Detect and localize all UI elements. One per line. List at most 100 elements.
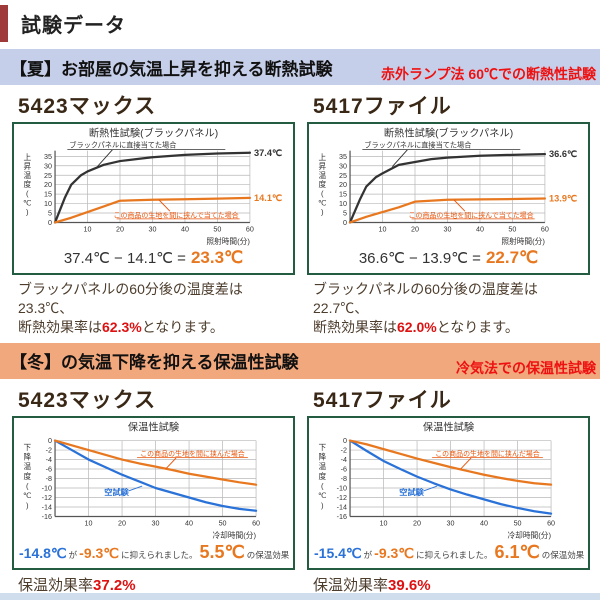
svg-text:-2: -2 xyxy=(341,446,347,454)
svg-text:60: 60 xyxy=(541,226,549,234)
svg-text:30: 30 xyxy=(44,162,52,170)
winter-row: 5423マックス 0 -2 -4 -6 -8 -10 -12 -14 -16 10 20 30 40 50… xyxy=(0,379,600,600)
svg-text:20: 20 xyxy=(44,181,52,189)
svg-text:0: 0 xyxy=(343,219,347,227)
svg-text:(: ( xyxy=(321,189,324,198)
summer-product-5423: 5423マックス 0 5 10 15 20 25 30 35 10 20 30 40 50 60 断熱性試験… xyxy=(12,87,295,337)
chart-box: 0 5 10 15 20 25 30 35 10 20 30 40 50 60 断熱性試験(ブラックパネル)… xyxy=(12,122,295,276)
svg-text:冷却時間(分): 冷却時間(分) xyxy=(508,530,552,540)
svg-text:-12: -12 xyxy=(42,494,52,502)
summer-header-text: 【夏】お部屋の気温上昇を抑える断熱試験 xyxy=(10,59,333,79)
svg-text:降: 降 xyxy=(23,451,31,461)
svg-text:): ) xyxy=(26,501,29,510)
svg-text:15: 15 xyxy=(339,191,347,199)
svg-text:30: 30 xyxy=(443,226,451,234)
svg-text:℃: ℃ xyxy=(318,491,327,500)
formula: 36.6℃ − 13.9℃ = 22.7℃ xyxy=(309,247,588,273)
retention-rate: 39.6% xyxy=(388,576,431,594)
chart-box: 0 -2 -4 -6 -8 -10 -12 -14 -16 10 20 30 40 50 60 保温性試験下降… xyxy=(12,415,295,570)
svg-text:度: 度 xyxy=(318,179,326,189)
svg-text:40: 40 xyxy=(181,226,189,234)
kept-temp: -9.3℃ xyxy=(79,544,120,561)
svg-text:上: 上 xyxy=(23,153,31,162)
svg-text:20: 20 xyxy=(339,181,347,189)
svg-text:℃: ℃ xyxy=(23,491,32,500)
svg-text:50: 50 xyxy=(213,226,221,234)
svg-text:-14: -14 xyxy=(42,503,52,511)
next-section-edge xyxy=(0,593,600,600)
svg-text:): ) xyxy=(321,207,324,216)
svg-text:(: ( xyxy=(321,481,324,490)
svg-text:空試験: 空試験 xyxy=(104,487,129,497)
formula: -15.4℃ が -9.3℃ に抑えられました。 6.1℃ の保温効果 xyxy=(314,541,585,562)
svg-text:(: ( xyxy=(26,189,29,198)
retention-rate-line: 保温効果率37.2% xyxy=(18,576,136,594)
svg-text:-16: -16 xyxy=(42,513,52,521)
svg-text:度: 度 xyxy=(318,471,326,481)
svg-text:下: 下 xyxy=(318,443,326,452)
svg-text:-16: -16 xyxy=(337,513,347,521)
svg-text:断熱性試験(ブラックパネル): 断熱性試験(ブラックパネル) xyxy=(384,126,513,139)
svg-text:温: 温 xyxy=(318,171,326,180)
svg-text:40: 40 xyxy=(185,519,193,527)
svg-text:): ) xyxy=(26,207,29,216)
svg-text:30: 30 xyxy=(148,226,156,234)
svg-text:空試験: 空試験 xyxy=(399,487,424,497)
svg-text:この商品の生地を間に挟んだ場合: この商品の生地を間に挟んだ場合 xyxy=(435,449,540,458)
kept-temp: -9.3℃ xyxy=(374,544,415,561)
svg-text:上: 上 xyxy=(318,153,326,162)
svg-text:60: 60 xyxy=(246,226,254,234)
svg-text:ブラックパネルに直接当てた場合: ブラックパネルに直接当てた場合 xyxy=(69,141,176,150)
svg-text:-12: -12 xyxy=(337,494,347,502)
product-title: 5423マックス xyxy=(18,388,157,412)
summer-header-note: 赤外ランプ法 60℃での断熱性試験 xyxy=(380,66,596,82)
effect-rate: 62.3% xyxy=(102,318,142,335)
svg-text:20: 20 xyxy=(413,519,421,527)
retention-rate: 37.2% xyxy=(93,576,136,594)
formula: 37.4℃ − 14.1℃ = 23.3℃ xyxy=(14,247,293,273)
svg-text:35: 35 xyxy=(44,153,52,161)
svg-text:この商品の生地を間に挟んで当てた場合: この商品の生地を間に挟んで当てた場合 xyxy=(409,210,534,219)
svg-text:冷却時間(分): 冷却時間(分) xyxy=(213,530,257,540)
cold-temp: -14.8℃ xyxy=(19,544,67,561)
svg-text:ブラックパネルに直接当てた場合: ブラックパネルに直接当てた場合 xyxy=(364,141,471,150)
svg-text:30: 30 xyxy=(152,519,160,527)
svg-text:30: 30 xyxy=(447,519,455,527)
svg-text:25: 25 xyxy=(339,172,347,180)
product-title: 5417ファイル xyxy=(313,95,452,118)
svg-text:保温性試験: 保温性試験 xyxy=(128,420,180,433)
summer-section-header: 【夏】お部屋の気温上昇を抑える断熱試験 赤外ランプ法 60℃での断熱性試験 xyxy=(0,49,600,85)
svg-text:): ) xyxy=(321,501,324,510)
svg-text:昇: 昇 xyxy=(23,162,31,171)
svg-text:-14: -14 xyxy=(337,503,347,511)
svg-text:50: 50 xyxy=(508,226,516,234)
svg-text:-8: -8 xyxy=(341,475,347,483)
svg-text:40: 40 xyxy=(480,519,488,527)
svg-text:℃: ℃ xyxy=(318,198,327,207)
svg-text:温: 温 xyxy=(23,462,31,471)
svg-text:20: 20 xyxy=(118,519,126,527)
svg-text:20: 20 xyxy=(116,226,124,234)
result-description: ブラックパネルの60分後の温度差は23.3℃、 断熱効果率は62.3%となります… xyxy=(18,281,243,335)
svg-text:この商品の生地を間に挟んで当てた場合: この商品の生地を間に挟んで当てた場合 xyxy=(114,210,239,219)
summer-product-5417: 5417ファイル 0 5 10 15 20 25 30 35 10 20 30 40 50 60 断熱性試験… xyxy=(307,87,590,337)
svg-text:50: 50 xyxy=(514,519,522,527)
svg-text:昇: 昇 xyxy=(318,162,326,171)
diff-temp: 5.5℃ xyxy=(199,541,245,562)
svg-text:度: 度 xyxy=(23,471,31,481)
svg-text:降: 降 xyxy=(318,451,326,461)
formula-expression: 36.6℃ − 13.9℃ = xyxy=(358,250,481,268)
formula-result: 22.7℃ xyxy=(485,248,539,268)
effect-rate: 62.0% xyxy=(397,318,437,335)
svg-text:14.1℃: 14.1℃ xyxy=(254,193,282,203)
svg-text:温: 温 xyxy=(318,462,326,471)
svg-text:20: 20 xyxy=(411,226,419,234)
svg-text:度: 度 xyxy=(23,179,31,189)
svg-text:36.6℃: 36.6℃ xyxy=(549,149,577,159)
formula-result: 23.3℃ xyxy=(190,248,244,268)
svg-text:10: 10 xyxy=(339,200,347,208)
svg-text:0: 0 xyxy=(48,437,52,445)
